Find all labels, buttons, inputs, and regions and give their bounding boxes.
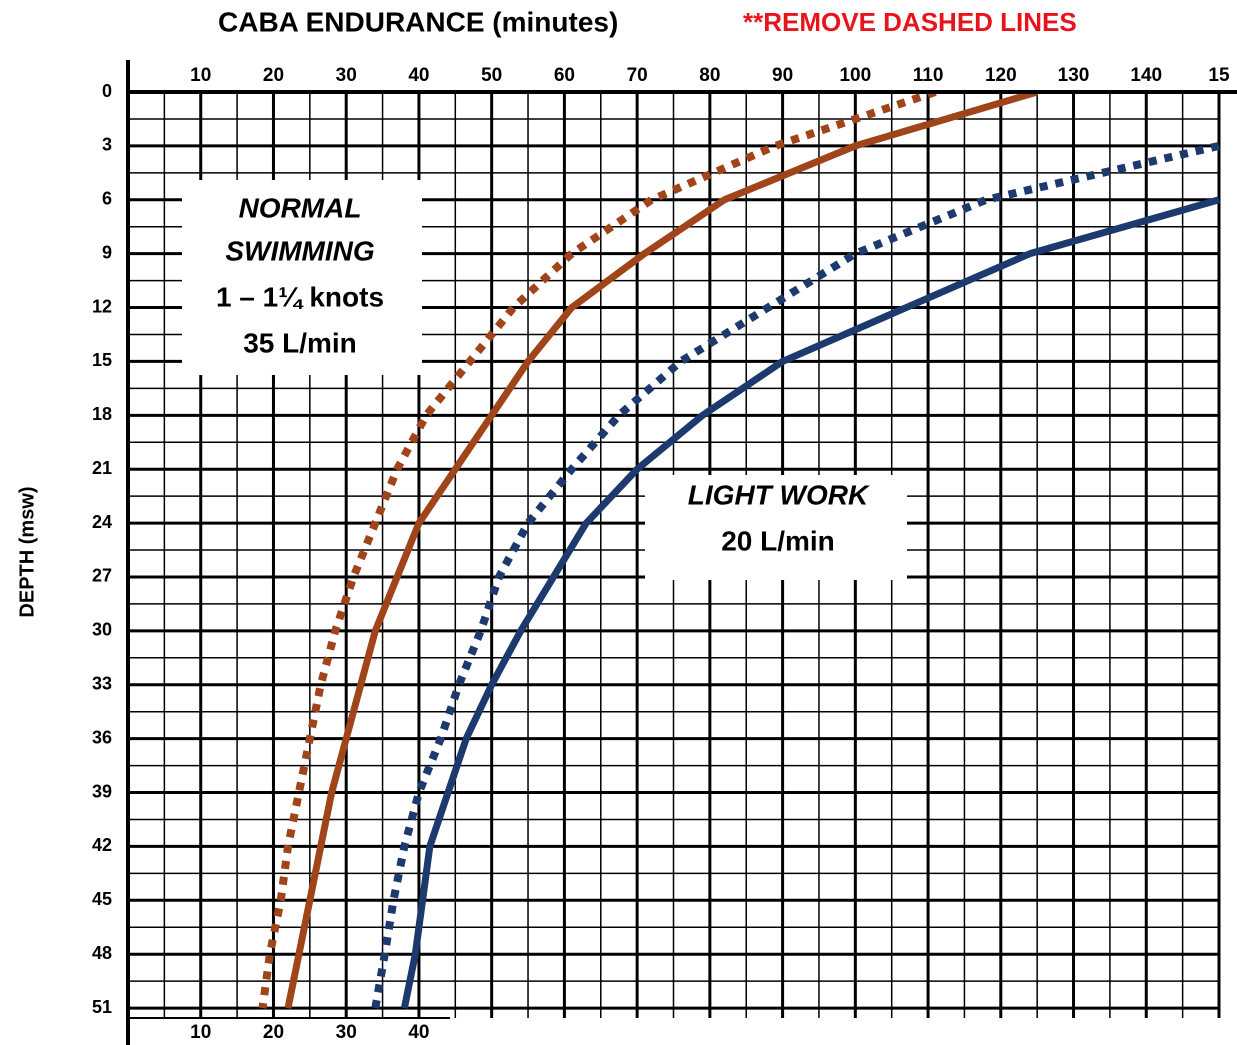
x-tick-label: 30	[336, 65, 357, 86]
y-tick-label: 36	[92, 727, 112, 747]
x-tick-label: 15	[1208, 65, 1230, 86]
y-tick-label: 0	[102, 81, 112, 101]
axes	[126, 60, 1237, 1045]
y-tick-label: 6	[102, 189, 112, 209]
curves	[258, 92, 1220, 1009]
curve	[284, 92, 1039, 1009]
x2-tick-label: 40	[408, 1022, 429, 1043]
x-tick-label: 70	[627, 65, 648, 86]
annotation-text: 1 – 1¼ knots	[216, 281, 384, 312]
x-tick-label: 130	[1058, 65, 1090, 86]
x-tick-label: 10	[190, 65, 211, 86]
x2-tick-label: 20	[263, 1022, 284, 1043]
y-tick-label: 51	[92, 997, 112, 1017]
y-tick-label: 18	[92, 404, 112, 424]
y-tick-label: 12	[92, 296, 112, 316]
annotation-text: SWIMMING	[225, 235, 374, 266]
y-axis-label: DEPTH (msw)	[16, 486, 38, 617]
x-tick-label: 110	[913, 65, 944, 86]
annotation-text: LIGHT WORK	[688, 479, 870, 510]
annotation-box	[182, 180, 422, 375]
y-tick-label: 42	[92, 835, 112, 855]
x-tick-label: 40	[408, 65, 429, 86]
x-tick-label: 50	[481, 65, 502, 86]
y-tick-label: 21	[92, 458, 112, 478]
y-tick-label: 27	[92, 566, 112, 586]
y-tick-label: 24	[92, 512, 112, 532]
y-tick-label: 39	[92, 781, 112, 801]
annotations: NORMAL SWIMMING 1 – 1¼ knots 35 L/min LIGHT …	[182, 180, 907, 580]
y-tick-label: 15	[92, 350, 112, 370]
y-tick-label: 33	[92, 674, 112, 694]
annotation-text: NORMAL	[239, 192, 362, 223]
annotation-box	[645, 475, 907, 580]
curve	[258, 92, 937, 1009]
curve	[371, 141, 1220, 1009]
x2-tick-label: 10	[190, 1022, 211, 1043]
chart-subtitle: **REMOVE DASHED LINES	[743, 7, 1077, 37]
annotation-text: 20 L/min	[721, 525, 835, 556]
y-tick-label: 30	[92, 620, 112, 640]
chart-title: CABA ENDURANCE (minutes)	[218, 6, 618, 37]
y-tick-label: 48	[92, 943, 112, 963]
annotation-text: 35 L/min	[243, 327, 357, 358]
x-tick-label: 100	[839, 65, 871, 86]
x-tick-label: 20	[263, 65, 284, 86]
y-tick-label: 45	[92, 889, 112, 909]
curve	[400, 196, 1220, 1009]
y-tick-label: 3	[102, 135, 112, 155]
y-tick-label: 9	[102, 242, 112, 262]
x-tick-label: 120	[985, 65, 1017, 86]
x-tick-label: 90	[772, 65, 793, 86]
x-tick-label: 60	[554, 65, 575, 86]
x2-tick-label: 30	[336, 1022, 357, 1043]
x-tick-label: 140	[1130, 65, 1162, 86]
x-tick-label: 80	[699, 65, 720, 86]
